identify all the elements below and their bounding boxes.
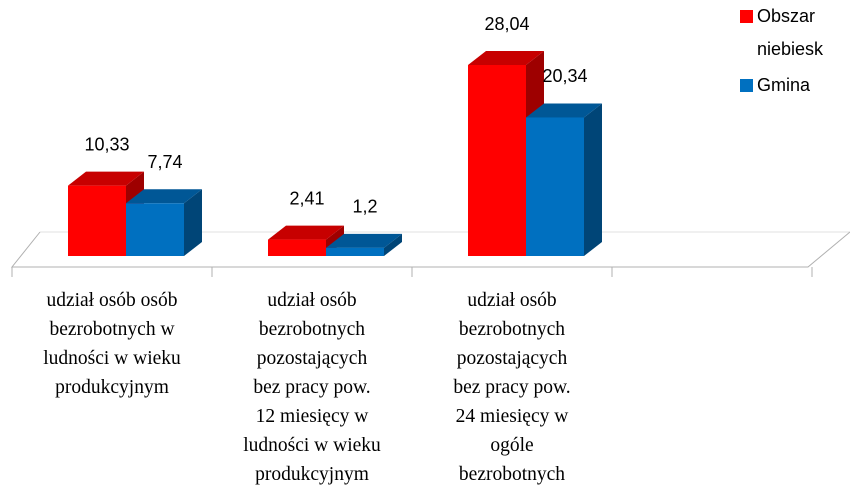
legend-swatch [740, 79, 753, 92]
data-label: 7,74 [147, 152, 182, 172]
legend-swatch [740, 10, 753, 23]
bar-top [126, 189, 202, 204]
data-label: 10,33 [84, 134, 129, 154]
floor [10, 231, 850, 268]
data-label: 20,34 [542, 66, 587, 86]
x-tick-label: udział osób bezrobotnych pozostających b… [243, 290, 381, 485]
x-tick-label: udział osób bezrobotnych pozostających b… [453, 290, 571, 485]
bar [526, 117, 584, 256]
bar-side [184, 189, 202, 256]
bar [126, 203, 184, 256]
bar-top [326, 233, 402, 248]
data-label: 1,2 [352, 197, 377, 217]
data-label: 2,41 [289, 188, 324, 208]
bar-top [268, 225, 344, 240]
data-label: 28,04 [484, 14, 529, 34]
bar-top [526, 103, 602, 118]
bar [268, 239, 326, 256]
bar-top [468, 51, 544, 65]
bar-top [68, 171, 144, 186]
legend-label: Gmina [757, 75, 811, 95]
bar [326, 247, 384, 256]
bar-side [584, 103, 602, 256]
bar [68, 185, 126, 256]
bar-side [384, 233, 402, 256]
legend-label: Obszar niebiesk [757, 6, 824, 59]
bar [468, 65, 526, 256]
x-tick-label: udział osób osób bezrobotnych w ludności… [43, 290, 181, 398]
